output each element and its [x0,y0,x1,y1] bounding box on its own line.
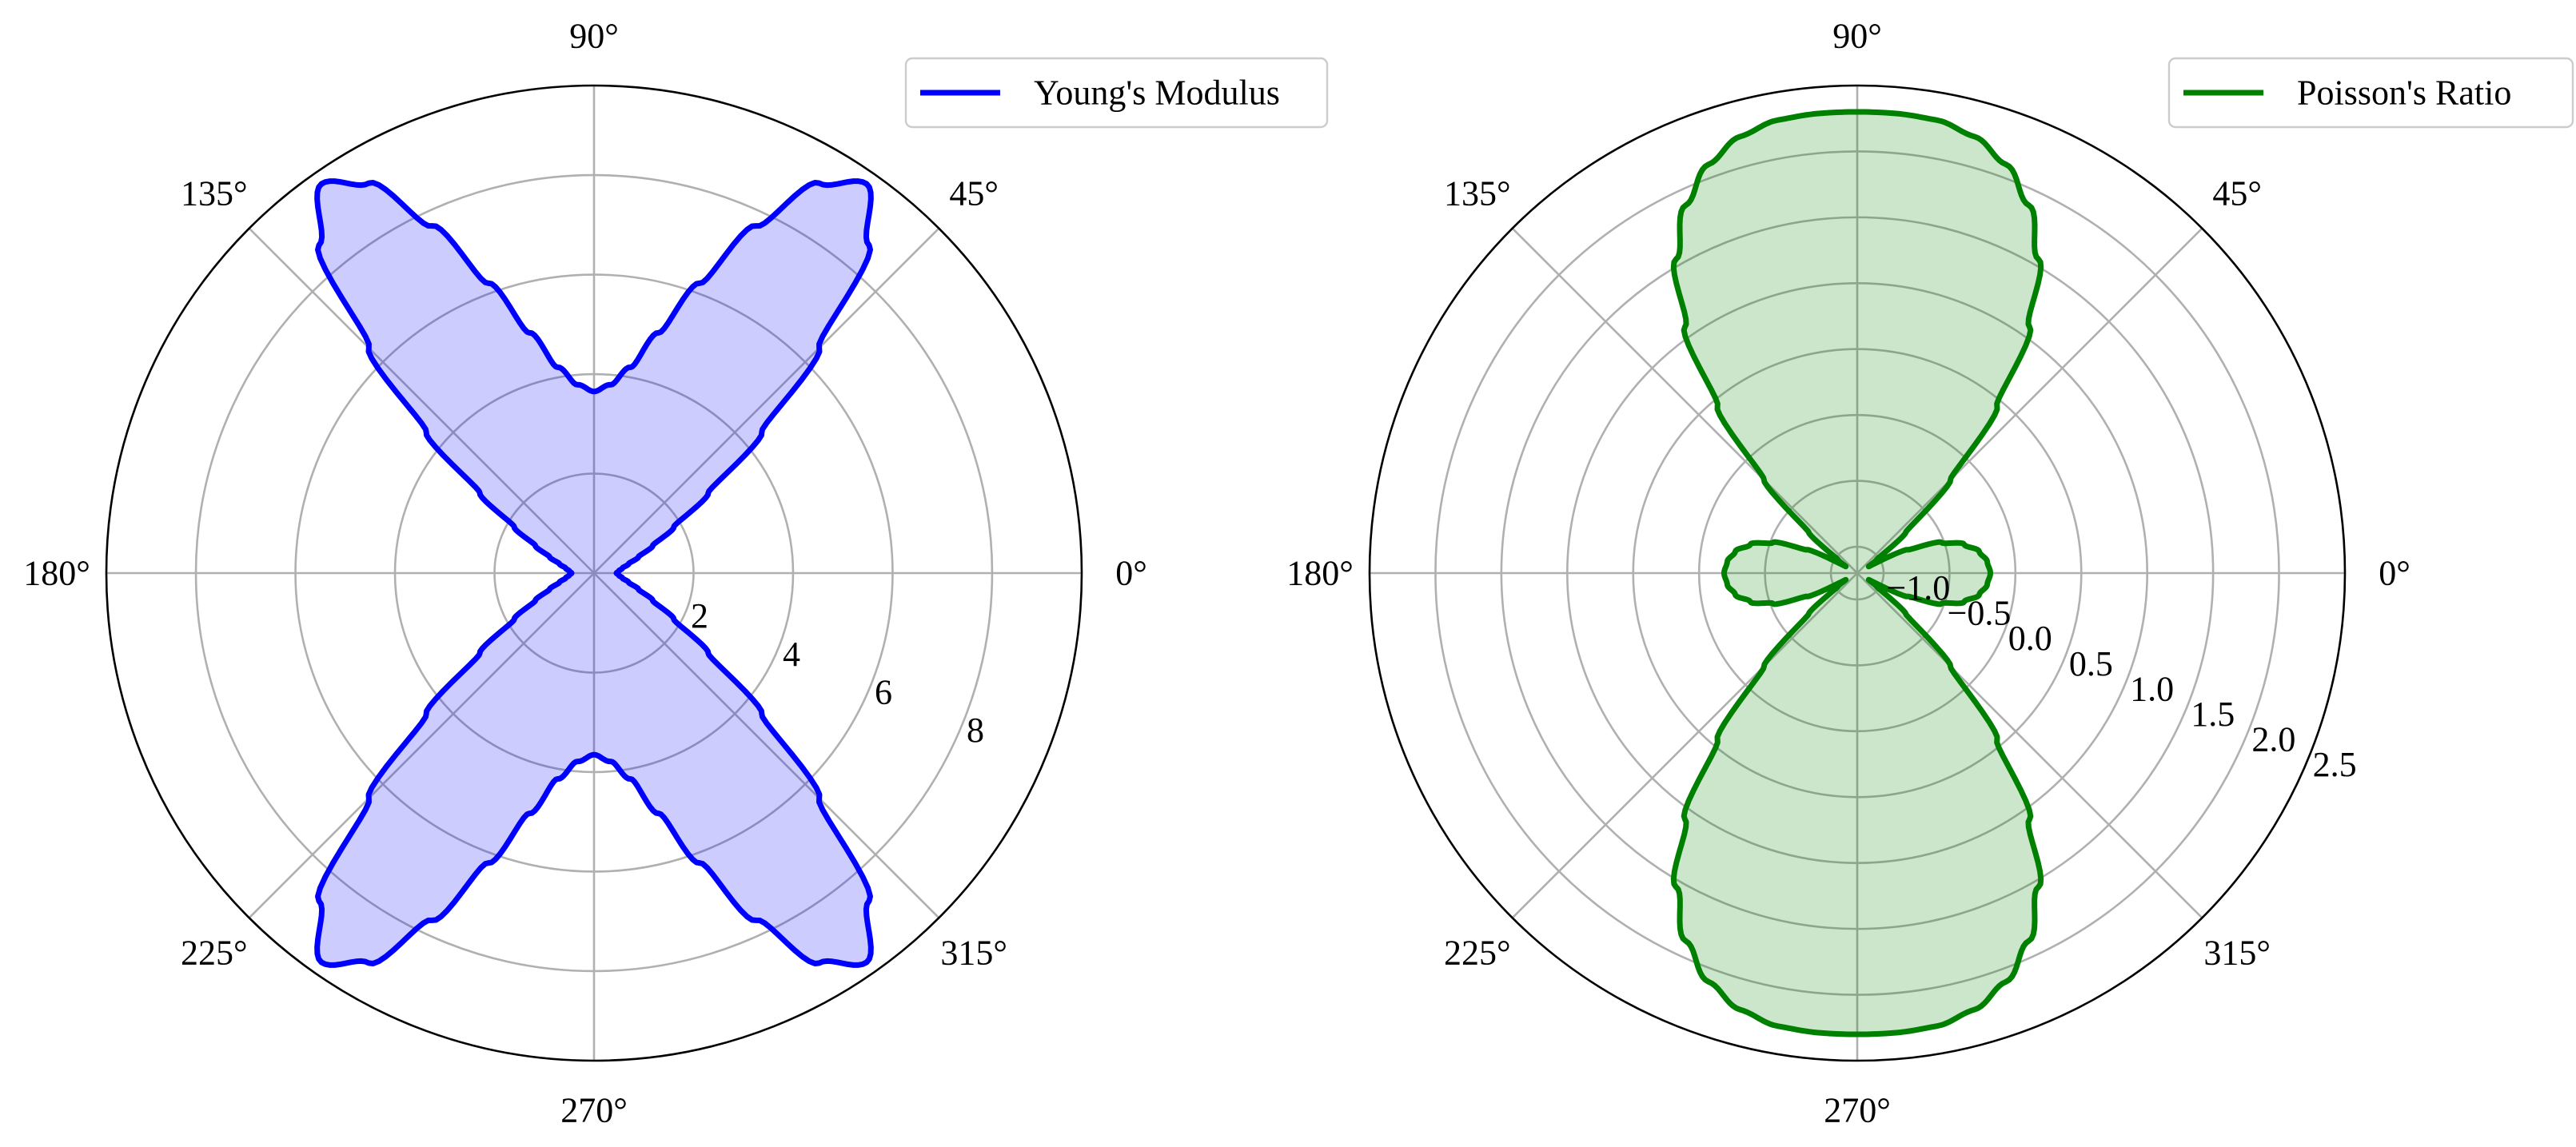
polar-frame [105,84,1083,1062]
theta-tick-label-90: 90° [569,17,619,56]
r-tick-label-2-0: 2.0 [2251,719,2295,759]
theta-tick-label-45: 45° [2212,173,2262,213]
polar-frame [1368,84,2347,1062]
theta-tick-label-315: 315° [940,934,1007,973]
r-tick-label-1-5: 1.5 [2191,695,2235,734]
r-tick-label-1-0: 1.0 [2130,669,2174,708]
legend: Young's Modulus [904,57,1329,129]
r-tick-label-0-0: 0.0 [2008,619,2052,658]
r-tick-label-0-5: 0.5 [2069,644,2113,683]
theta-gridline-225 [248,572,595,919]
r-tick-label-1-0: −1.0 [1886,568,1950,607]
poissons-ratio-polar-panel: 0° 45° 90° 135° 180° 225° 270° 315° −1.0−0.50.0 0… [1286,17,2574,1130]
theta-gridline-225 [1511,572,1858,919]
theta-tick-label-0: 0° [2379,554,2411,593]
legend-box [2167,57,2574,129]
youngs-modulus-polar-panel: 0° 45° 90° 135° 180° 225° 270° 315° 2 4 6 8 Young's … [23,17,1329,1130]
theta-gridline-315 [1856,572,2203,919]
r-tick-label-2: 2 [691,596,708,635]
theta-tick-label-315: 315° [2203,934,2271,973]
theta-tick-label-225: 225° [1444,934,1511,973]
theta-gridline-135 [1511,227,1858,574]
r-tick-label-4: 4 [783,635,800,674]
r-tick-label-0-5: −0.5 [1948,594,2012,633]
theta-tick-label-0: 0° [1115,554,1147,593]
r-tick-label-2-5: 2.5 [2313,745,2357,784]
theta-gridline-315 [593,572,940,919]
r-tick-label-8: 8 [967,711,984,750]
series-line-young-s-modulus [314,178,874,968]
theta-tick-label-180: 180° [23,554,90,593]
series-fill-poisson-s-ratio [1673,111,2041,1035]
theta-tick-label-135: 135° [181,173,248,213]
legend-label-young-s-modulus: Young's Modulus [1034,74,1280,113]
series-line-poisson-s-ratio [1670,109,2044,1037]
r-tick-label-6: 6 [875,672,892,711]
theta-tick-label-180: 180° [1286,554,1354,593]
theta-gridline-45 [593,227,940,574]
series-fill-young-s-modulus [317,181,871,966]
theta-tick-label-270: 270° [1824,1091,1891,1130]
theta-tick-label-225: 225° [181,934,248,973]
theta-tick-label-45: 45° [949,173,999,213]
legend-box [904,57,1329,129]
legend-label-poisson-s-ratio: Poisson's Ratio [2297,74,2511,113]
theta-tick-label-135: 135° [1444,173,1511,213]
theta-tick-label-90: 90° [1832,17,1882,56]
theta-gridline-45 [1856,227,2203,574]
legend: Poisson's Ratio [2167,57,2574,129]
theta-tick-label-270: 270° [560,1091,628,1130]
theta-gridline-135 [248,227,595,574]
